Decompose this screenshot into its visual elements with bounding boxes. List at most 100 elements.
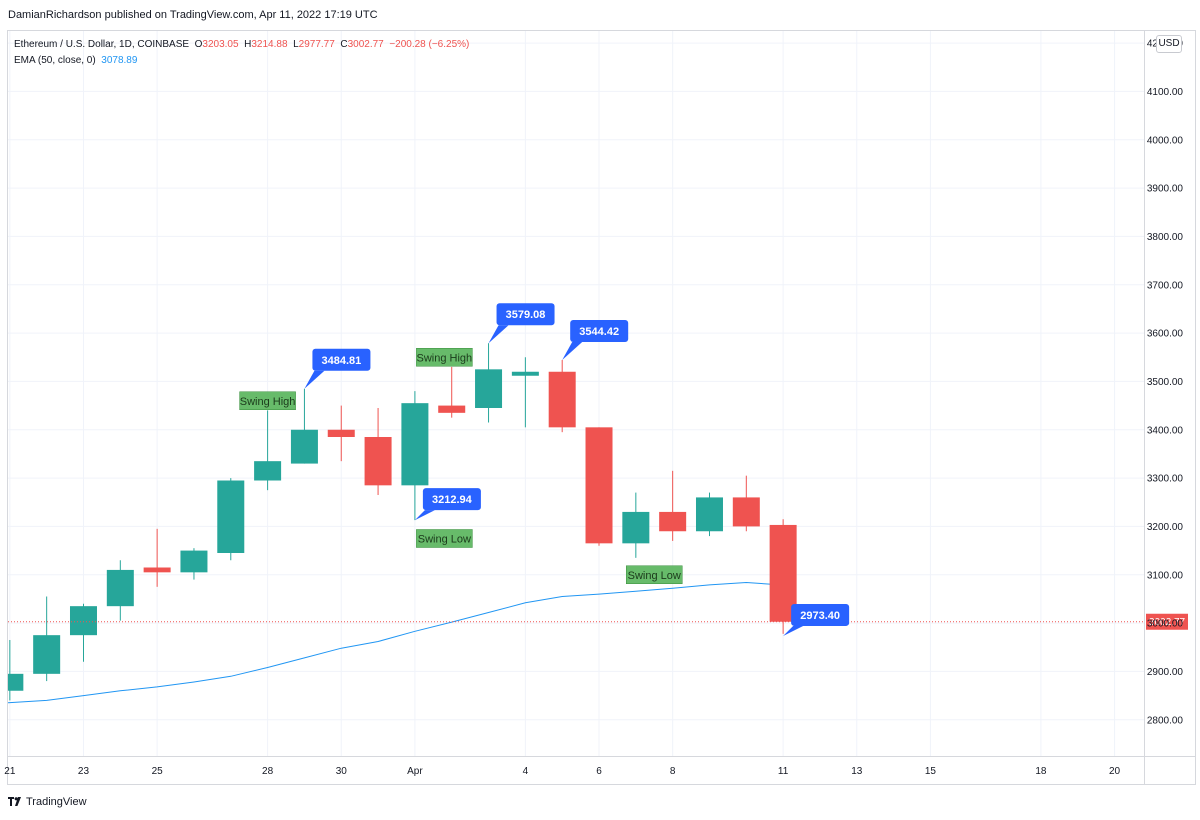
price-callout-label: 3484.81 <box>322 355 362 367</box>
legend-ema-row: EMA (50, close, 0) 3078.89 <box>14 53 469 69</box>
swing-label-box <box>625 565 683 584</box>
legend-high-label: H <box>244 39 252 50</box>
price-callout <box>791 603 850 626</box>
candle-body <box>327 429 355 437</box>
x-tick-label: 4 <box>523 766 529 777</box>
candle-body <box>106 569 134 607</box>
y-tick-label: 2800.00 <box>1147 715 1184 726</box>
candle-layer <box>8 343 797 701</box>
x-tick-label: 15 <box>925 766 937 777</box>
y-tick-label: 3400.00 <box>1147 425 1184 436</box>
price-callout <box>312 348 371 371</box>
ema-layer <box>8 581 784 704</box>
y-tick-label: 4100.00 <box>1147 87 1184 98</box>
candle-body <box>622 511 650 544</box>
price-callout-pointer <box>488 325 509 344</box>
candle-body <box>585 427 613 544</box>
candle-body <box>364 437 392 486</box>
grid-layer <box>8 31 1144 756</box>
candle-body <box>290 429 318 464</box>
candle-body <box>180 550 208 573</box>
legend-low-value: 2977.77 <box>298 39 335 50</box>
swing-label: Swing Low <box>628 570 681 582</box>
candle-body <box>69 606 97 636</box>
price-callout-label: 3579.08 <box>506 309 546 321</box>
swing-label-box <box>416 348 473 367</box>
candle-body <box>8 673 24 691</box>
candle-body <box>695 497 723 532</box>
candle-body <box>732 497 760 527</box>
y-tick-label: 3800.00 <box>1147 232 1184 243</box>
x-tick-label: 13 <box>851 766 863 777</box>
footer-brand-text: TradingView <box>26 796 87 808</box>
axis-layer: 2800.00 2900.00 3000.00 3100.00 3200.00 3300.… <box>4 31 1196 785</box>
x-tick-label: Apr <box>407 766 423 777</box>
y-tick-label: 3200.00 <box>1147 522 1184 533</box>
x-tick-label: 11 <box>778 766 789 777</box>
last-price-label: 3002.77 <box>1149 617 1186 628</box>
y-tick-label: 2900.00 <box>1147 667 1184 678</box>
x-tick-label: 25 <box>152 766 164 777</box>
swing-label-box <box>239 391 296 410</box>
swing-label: Swing High <box>417 352 473 364</box>
y-tick-label: 3300.00 <box>1147 474 1184 485</box>
ema-line <box>8 581 784 704</box>
legend-open-label: O <box>194 39 203 50</box>
price-callout-label: 3212.94 <box>432 494 473 506</box>
x-tick-label: 21 <box>4 766 16 777</box>
x-tick-label: 20 <box>1109 766 1121 777</box>
footer-brand[interactable]: TradingView <box>8 795 87 809</box>
x-tick-label: 28 <box>262 766 274 777</box>
legend-ema-label: EMA (50, close, 0) <box>14 55 96 66</box>
x-tick-label: 6 <box>596 766 602 777</box>
price-callout <box>570 319 629 342</box>
candle-body <box>143 567 171 573</box>
x-tick-label: 18 <box>1035 766 1047 777</box>
candle-body <box>254 461 282 481</box>
candle-body <box>475 369 503 408</box>
chart-frame <box>7 30 1196 785</box>
swing-label: Swing High <box>240 396 296 408</box>
price-callout <box>496 303 555 326</box>
y-tick-label: 3600.00 <box>1147 329 1184 340</box>
legend-high-value: 3214.88 <box>251 39 288 50</box>
price-callout-pointer <box>414 510 435 521</box>
last-price-tag <box>1146 613 1188 630</box>
swing-label-box <box>416 529 473 548</box>
legend-close-value: 3002.77 <box>347 39 384 50</box>
price-callout-pointer <box>783 625 804 636</box>
x-tick-label: 8 <box>670 766 676 777</box>
legend-ema-value: 3078.89 <box>101 55 138 66</box>
x-tick-label: 23 <box>78 766 90 777</box>
y-tick-label: 4000.00 <box>1147 135 1184 146</box>
legend-low-label: L <box>293 39 299 50</box>
tradingview-logo-icon <box>8 795 22 809</box>
legend-close-label: C <box>340 39 348 50</box>
y-tick-label: 3500.00 <box>1147 377 1184 388</box>
price-callout <box>422 488 481 511</box>
price-callout-pointer <box>304 370 325 389</box>
x-tick-label: 30 <box>336 766 348 777</box>
legend-ohlc-row: Ethereum / U.S. Dollar, 1D, COINBASE O32… <box>14 37 469 53</box>
candle-body <box>438 405 466 413</box>
price-callout-pointer <box>562 341 583 360</box>
y-tick-label: 3100.00 <box>1147 570 1184 581</box>
y-tick-label: 3000.00 <box>1147 619 1184 630</box>
annotation-layer: 3002.77 3484.81 3212.94 3579.08 3544.42 2973.… <box>8 303 1188 636</box>
y-tick-label: 3700.00 <box>1147 280 1184 291</box>
candle-body <box>511 371 539 376</box>
candle-body <box>33 635 61 674</box>
price-callout-label: 3544.42 <box>579 326 619 338</box>
legend-open-value: 3203.05 <box>202 39 239 50</box>
chart-legend: Ethereum / U.S. Dollar, 1D, COINBASE O32… <box>14 37 469 69</box>
y-tick-label: 3900.00 <box>1147 184 1184 195</box>
candle-body <box>548 371 576 428</box>
published-header: DamianRichardson published on TradingVie… <box>8 9 378 21</box>
candle-body <box>401 403 429 486</box>
swing-label: Swing Low <box>418 534 471 546</box>
currency-button[interactable]: USD <box>1156 35 1182 53</box>
candle-body <box>659 511 687 532</box>
candle-body <box>217 480 245 553</box>
legend-symbol: Ethereum / U.S. Dollar, 1D, COINBASE <box>14 39 190 50</box>
